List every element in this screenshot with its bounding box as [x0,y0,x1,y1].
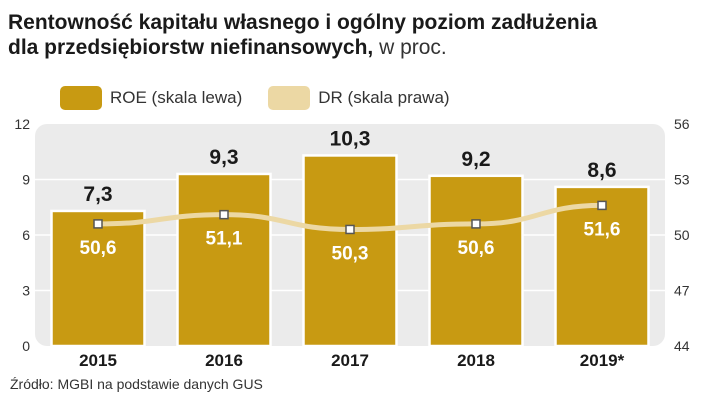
dr-point-marker [345,224,355,235]
legend-item-roe: ROE (skala lewa) [60,86,242,110]
legend-label-dr: DR (skala prawa) [318,88,450,107]
dr-value-label: 51,1 [206,229,243,250]
right-axis-tick-label: 56 [674,116,690,132]
roe-value-label: 7,3 [83,183,112,206]
chart-title: Rentowność kapitału własnego i ogólny po… [8,10,698,60]
bar [302,154,398,348]
left-axis-tick-label: 9 [22,172,30,188]
x-axis-tick-label: 2015 [79,351,117,370]
legend-swatch-dr [268,86,311,110]
roe-value-label: 9,2 [461,148,490,171]
left-axis-tick-label: 0 [22,338,30,354]
x-axis-tick-label: 2018 [457,351,495,370]
bar [176,172,272,348]
legend-swatch-roe [60,86,102,110]
right-axis-tick-label: 50 [674,227,690,243]
dr-value-label: 50,3 [332,243,369,264]
title-unit: w proc. [373,36,447,59]
dr-point-marker [219,209,229,220]
bar [50,209,146,348]
dr-value-label: 50,6 [458,238,495,259]
bar [554,185,650,348]
source-note: Źródło: MGBI na podstawie danych GUS [10,376,263,392]
roe-value-label: 9,3 [209,146,238,169]
x-axis-tick-label: 2016 [205,351,243,370]
title-line-1: Rentowność kapitału własnego i ogólny po… [8,11,598,34]
bar [428,174,524,348]
dr-value-label: 51,6 [584,219,621,240]
right-axis-tick-label: 44 [674,338,690,354]
left-axis-tick-label: 6 [22,227,30,243]
legend-item-dr: DR (skala prawa) [268,86,450,110]
right-axis-tick-label: 47 [674,283,690,299]
x-axis-tick-label: 2017 [331,351,369,370]
roe-value-label: 8,6 [587,159,616,182]
title-line-2: dla przedsiębiorstw niefinansowych, [8,36,374,59]
dr-point-marker [597,200,607,211]
roe-value-label: 10,3 [330,127,371,150]
dr-point-marker [471,219,481,229]
x-axis-tick-label: 2019* [580,351,625,370]
dr-value-label: 50,6 [80,238,117,259]
dr-point-marker [93,219,103,229]
right-axis-tick-label: 53 [674,172,690,188]
left-axis-tick-label: 12 [14,116,30,132]
left-axis-tick-label: 3 [22,283,30,299]
legend-label-roe: ROE (skala lewa) [110,88,243,107]
legend: ROE (skala lewa) DR (skala prawa) [60,84,476,112]
